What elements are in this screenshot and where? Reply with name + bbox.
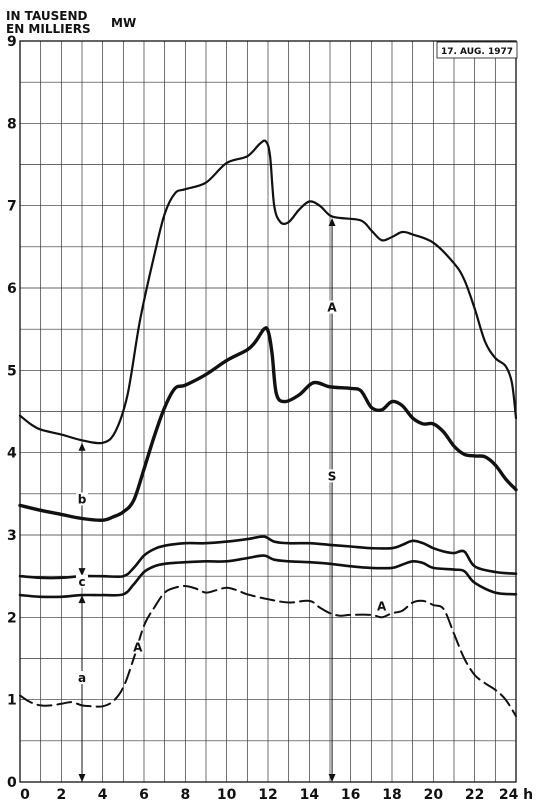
x-tick-label: 22	[465, 787, 484, 801]
arrow-head-up	[328, 218, 336, 227]
y-axis-unit: MW	[111, 16, 136, 30]
arrow-head-down	[78, 774, 86, 782]
x-tick-label: 10	[217, 787, 237, 801]
annotation-label: c	[78, 575, 85, 589]
annotation-halo	[375, 599, 388, 613]
x-tick-label: 18	[382, 787, 401, 801]
x-tick-label: 24 h	[499, 787, 533, 801]
x-tick-label: 6	[139, 787, 149, 801]
series-line-3	[18, 535, 518, 580]
annotation-halo	[326, 300, 339, 314]
annotation-label: A	[327, 301, 337, 315]
y-tick-label: 9	[7, 34, 17, 50]
arrow-head-down	[328, 774, 336, 782]
y-tick-label: 0	[7, 775, 17, 791]
x-tick-label: 16	[341, 787, 360, 801]
x-tick-label: 4	[98, 787, 108, 801]
annotations: A Sb c a A A	[76, 300, 388, 685]
arrow-head-up	[78, 595, 86, 604]
date-box	[436, 41, 518, 59]
annotation-halo	[326, 469, 339, 483]
y-axis-label-fr: EN MILLIERS	[6, 22, 91, 36]
y-tick-label: 7	[7, 199, 17, 215]
series-line-1	[18, 139, 518, 445]
y-tick-label: 2	[7, 610, 17, 626]
x-tick-label: 0	[20, 787, 30, 801]
y-tick-label: 8	[7, 116, 17, 132]
annotation-halo	[76, 492, 88, 506]
y-tick-label: 3	[7, 528, 17, 544]
x-tick-label: 8	[180, 787, 190, 801]
series-line-2	[18, 326, 518, 522]
x-tick-label: 12	[258, 787, 277, 801]
series-line-4	[18, 554, 518, 599]
annotation-halo	[131, 640, 144, 654]
series-group	[18, 139, 518, 718]
x-tick-label: 20	[424, 787, 444, 801]
date-label: 17. AUG. 1977	[441, 47, 513, 57]
grid	[19, 40, 517, 783]
arrow-head-down	[78, 568, 86, 577]
annotation-label: S	[328, 469, 337, 483]
y-tick-label: 5	[7, 363, 17, 379]
annotation-halo	[76, 574, 88, 588]
y-tick-label: 6	[7, 281, 17, 297]
series-line-5	[19, 584, 517, 718]
arrow-group	[78, 218, 336, 782]
x-tick-label: 2	[56, 787, 66, 801]
annotation-label: a	[78, 671, 86, 685]
y-tick-label: 4	[7, 446, 17, 462]
annotation-label: b	[78, 492, 87, 506]
annotation-label: A	[133, 641, 143, 655]
y-tick-label: 1	[7, 693, 17, 709]
y-axis-label-de: IN TAUSEND	[6, 9, 87, 23]
annotation-halo	[76, 671, 88, 685]
annotation-label: A	[377, 599, 387, 613]
x-tick-label: 14	[300, 787, 320, 801]
arrow-head-up	[78, 442, 86, 451]
